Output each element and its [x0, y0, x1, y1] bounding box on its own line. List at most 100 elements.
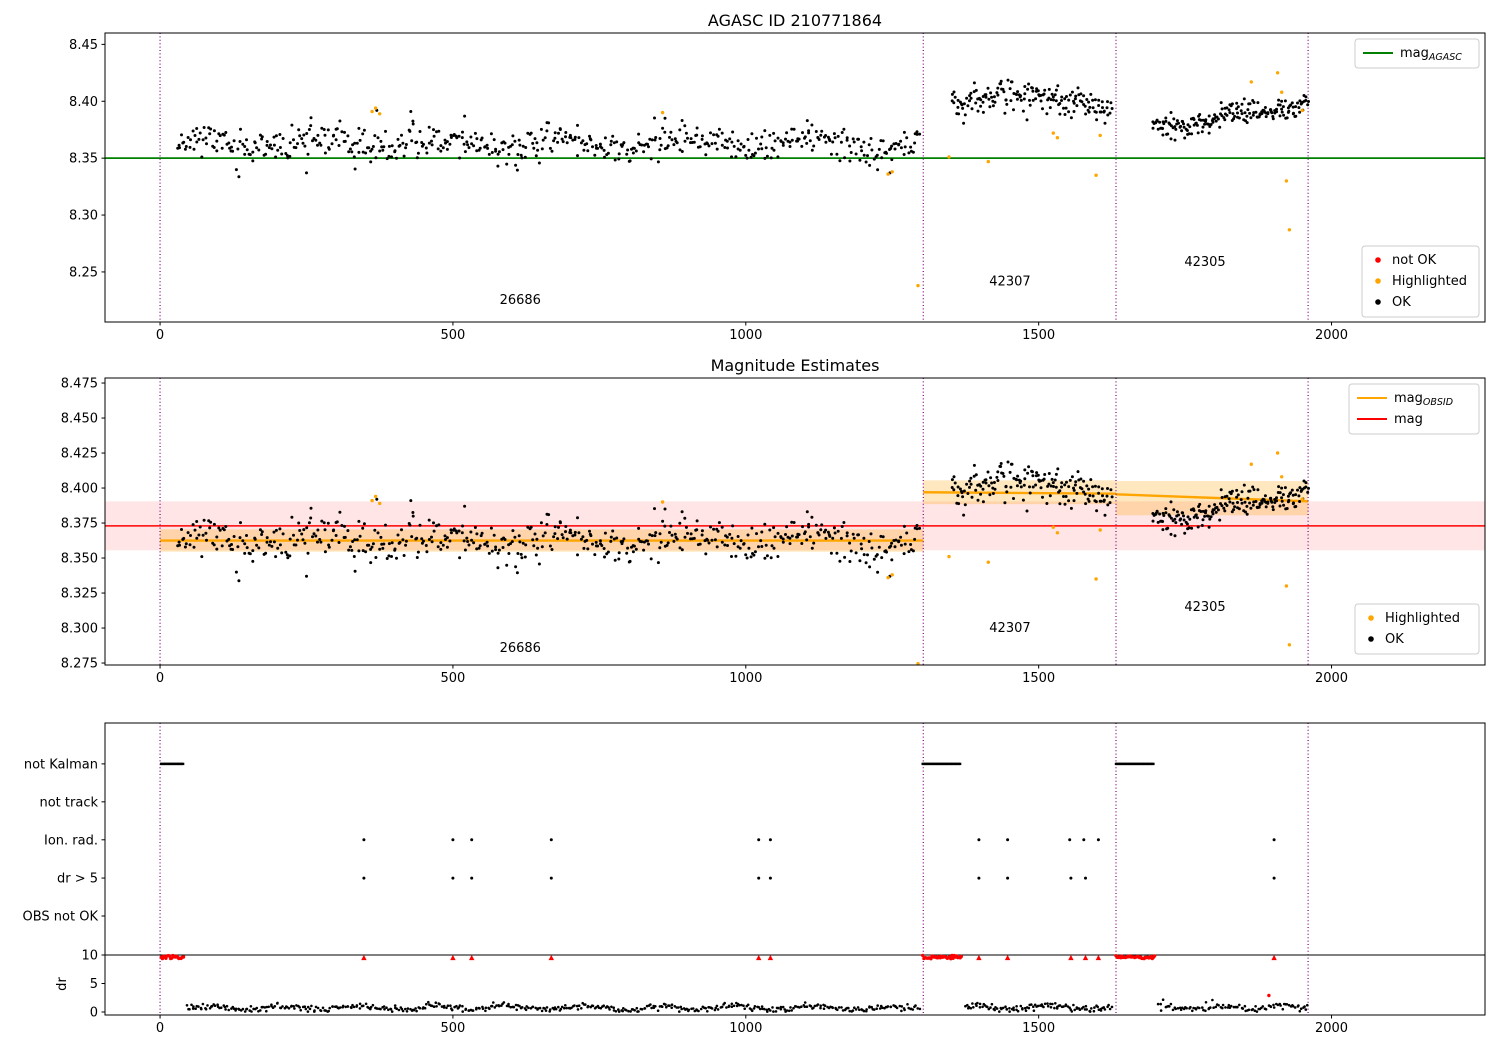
ok-point	[781, 537, 785, 541]
ok-point	[637, 537, 641, 541]
ok-point	[558, 127, 562, 131]
ok-point	[579, 141, 583, 145]
dr-point	[1023, 1006, 1027, 1010]
dr-point	[1272, 1006, 1276, 1009]
highlighted-point	[890, 170, 894, 174]
ok-point	[808, 535, 812, 539]
ok-point	[518, 540, 522, 544]
dr-capped-point	[181, 955, 186, 959]
ok-point	[717, 127, 721, 131]
dr-point	[697, 1009, 700, 1013]
ok-point	[750, 132, 754, 136]
ok-point	[1289, 103, 1293, 107]
ok-point	[411, 119, 415, 123]
ok-point	[698, 542, 702, 546]
ok-point	[373, 528, 377, 532]
ok-point	[346, 134, 350, 138]
ok-point	[1254, 110, 1258, 114]
ok-point	[876, 168, 880, 172]
dr-point	[1054, 1002, 1057, 1005]
ok-point	[829, 152, 833, 156]
dr-point	[206, 1004, 209, 1007]
ok-point	[209, 520, 213, 524]
ok-point	[458, 556, 462, 560]
ok-point	[396, 137, 400, 141]
dr-point	[389, 1007, 393, 1011]
dr-point	[612, 1006, 615, 1009]
dr-point	[461, 1004, 464, 1008]
ok-point	[536, 546, 540, 550]
highlighted-point	[378, 501, 382, 506]
ok-point	[859, 145, 863, 149]
ok-point	[251, 150, 255, 154]
ok-point	[466, 143, 470, 147]
ok-point	[416, 550, 420, 554]
ok-point	[232, 535, 236, 538]
ok-point	[486, 544, 490, 548]
dr-point	[250, 1010, 253, 1013]
ok-point	[1177, 121, 1180, 125]
ok-point	[956, 494, 960, 498]
ok-point	[1196, 131, 1200, 135]
ok-point	[1105, 494, 1109, 498]
ok-point	[177, 540, 181, 544]
ok-point	[1030, 86, 1034, 90]
ok-point	[670, 138, 674, 142]
ok-point	[516, 552, 520, 555]
ok-point	[519, 153, 523, 157]
dr-point	[691, 1007, 695, 1010]
ok-point	[776, 531, 780, 535]
dr-point	[1053, 1006, 1056, 1010]
ok-point	[260, 530, 264, 534]
ok-point	[1091, 494, 1095, 498]
ok-point	[439, 144, 443, 148]
ok-point	[909, 145, 913, 149]
ok-point	[1211, 512, 1215, 516]
dr-point	[192, 1005, 195, 1008]
dr-point	[559, 1007, 563, 1011]
dr-point	[488, 1007, 491, 1011]
ok-point	[981, 500, 985, 504]
dr-point	[512, 1005, 516, 1009]
dr-point	[423, 1006, 427, 1010]
dr-point	[338, 1006, 342, 1009]
dr-point	[446, 1004, 450, 1007]
ok-point	[839, 140, 843, 144]
dr-point	[191, 1007, 195, 1010]
dr-capped-triangle	[1082, 954, 1089, 961]
dr-point	[432, 1005, 436, 1008]
ok-point	[369, 160, 373, 164]
dr-point	[1264, 1008, 1268, 1011]
ok-point	[323, 133, 327, 137]
ok-point	[415, 556, 419, 559]
ok-point	[1043, 88, 1047, 92]
ok-point	[716, 134, 720, 138]
ok-point	[1095, 509, 1099, 513]
ok-point	[1025, 118, 1029, 122]
dr-point	[1049, 1006, 1053, 1009]
ok-point	[543, 136, 547, 140]
dr-point	[355, 1004, 359, 1007]
flag-mark	[955, 762, 958, 766]
dr-point	[306, 1010, 310, 1013]
ok-point	[996, 470, 1000, 474]
ok-point	[507, 552, 511, 555]
dr-point	[404, 1007, 407, 1011]
ok-point	[189, 138, 192, 142]
ok-point	[1042, 477, 1046, 481]
ok-point	[654, 531, 658, 535]
flag-mark	[1130, 762, 1133, 766]
flag-mark	[1127, 762, 1131, 766]
ok-point	[1169, 500, 1173, 504]
ok-point	[656, 561, 660, 565]
ok-point	[1264, 115, 1268, 119]
ok-point	[807, 525, 811, 529]
ok-point	[553, 532, 557, 536]
ok-point	[305, 526, 309, 530]
flag-mark	[1126, 762, 1129, 766]
ok-point	[1005, 102, 1009, 106]
ok-point	[322, 521, 326, 525]
ok-point	[976, 109, 980, 113]
ok-point	[965, 96, 969, 100]
